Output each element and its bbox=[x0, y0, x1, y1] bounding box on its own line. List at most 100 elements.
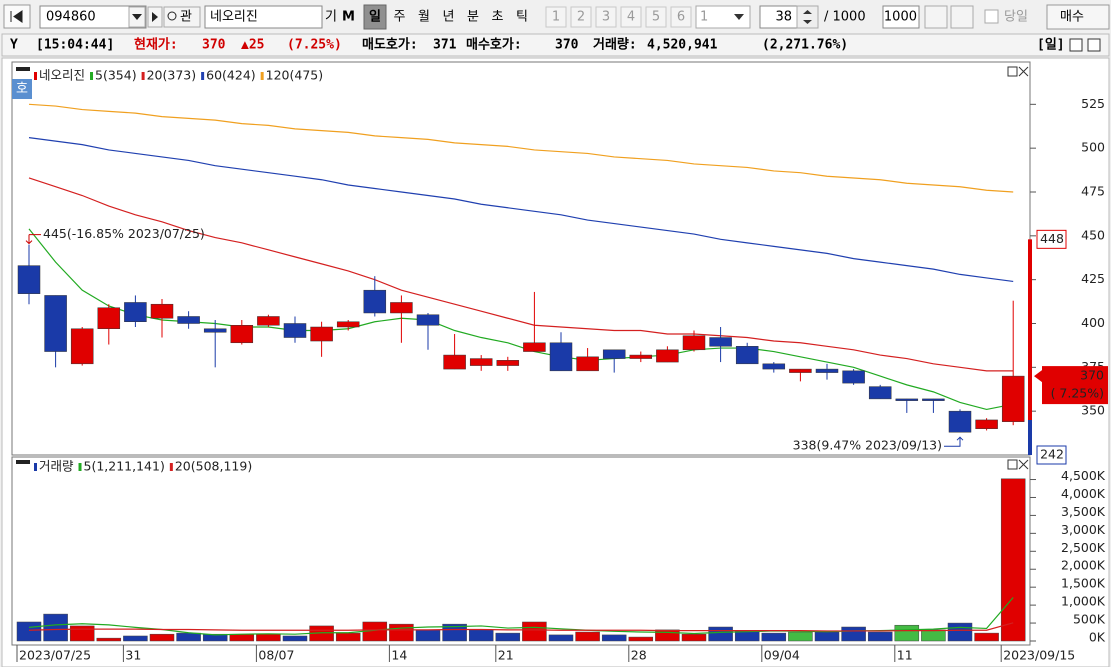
slot-label: 6 bbox=[677, 10, 685, 25]
upper-limit: 448 bbox=[1040, 231, 1064, 246]
slot-button[interactable] bbox=[545, 6, 567, 28]
y-tick-label: 4,500K bbox=[1061, 468, 1106, 483]
code-input[interactable] bbox=[39, 5, 147, 29]
x-tick-label: 09/04 bbox=[764, 648, 800, 663]
badge-text: 호 bbox=[16, 82, 28, 97]
dropdown-icon bbox=[734, 14, 744, 20]
checkbox[interactable] bbox=[984, 9, 999, 24]
volume-bar bbox=[176, 632, 201, 642]
candle-body bbox=[496, 360, 520, 366]
y-tick-label: 350 bbox=[1081, 403, 1105, 418]
candle-body bbox=[682, 335, 706, 351]
bid: 370 bbox=[555, 38, 579, 53]
slot-button[interactable] bbox=[620, 6, 642, 28]
candle-body bbox=[549, 342, 573, 372]
candle-body bbox=[150, 303, 174, 319]
last-change: ( 7.25%) bbox=[1051, 386, 1104, 401]
legend-marker bbox=[34, 463, 37, 471]
slot-button[interactable] bbox=[570, 6, 592, 28]
candle-body bbox=[815, 368, 839, 373]
pane-handle bbox=[16, 67, 30, 71]
change-pct: (7.25%) bbox=[287, 38, 342, 53]
y-tick-label: 2,500K bbox=[1061, 540, 1106, 555]
dropdown-icon bbox=[132, 14, 142, 20]
volume: 4,520,941 bbox=[647, 38, 718, 53]
period-button[interactable]: 월 bbox=[418, 10, 430, 25]
volume-average bbox=[28, 622, 1014, 632]
today-label: 당일 bbox=[1004, 10, 1028, 25]
buy-label: 매수 bbox=[1060, 10, 1084, 25]
total-input-text: 1000 bbox=[884, 10, 917, 25]
y-tick-label: 1,000K bbox=[1061, 594, 1106, 609]
ask: 371 bbox=[433, 38, 457, 53]
volume-bar bbox=[628, 636, 654, 642]
slot-button[interactable] bbox=[670, 6, 692, 28]
slot-button[interactable] bbox=[595, 6, 617, 28]
candle-body bbox=[416, 314, 440, 326]
minimize[interactable] bbox=[1069, 38, 1083, 52]
toolbar-button[interactable]: M bbox=[342, 10, 355, 25]
limit-bar bbox=[1028, 239, 1032, 420]
volume-bar bbox=[442, 623, 467, 642]
last-pointer bbox=[1034, 370, 1042, 383]
volume-bar bbox=[974, 632, 999, 642]
candle-body bbox=[656, 349, 679, 363]
volume-plot bbox=[16, 478, 1026, 642]
volume-bar bbox=[548, 634, 574, 642]
y-tick-label: 500 bbox=[1081, 140, 1105, 155]
volume-bar bbox=[415, 629, 441, 642]
legend-marker bbox=[141, 72, 145, 80]
change: ▲25 bbox=[241, 38, 264, 53]
period-button[interactable]: 일 bbox=[369, 10, 381, 25]
total-input[interactable] bbox=[882, 5, 920, 29]
candle-body bbox=[948, 410, 972, 433]
candle-body bbox=[177, 316, 200, 324]
tool-button[interactable] bbox=[950, 5, 974, 29]
volume-bar bbox=[1000, 478, 1026, 642]
legend-marker bbox=[201, 72, 205, 80]
y-tick-label: 500K bbox=[1073, 612, 1106, 627]
spin[interactable] bbox=[796, 5, 819, 29]
volume-bar bbox=[867, 631, 893, 642]
close[interactable] bbox=[1087, 38, 1101, 52]
period-button[interactable]: 틱 bbox=[516, 10, 528, 25]
tool-button[interactable] bbox=[924, 5, 948, 29]
period-button[interactable]: 년 bbox=[443, 10, 455, 25]
volume-bar bbox=[522, 621, 547, 642]
slot-button[interactable] bbox=[645, 6, 667, 28]
period-button[interactable]: 초 bbox=[492, 10, 504, 25]
price-pane bbox=[11, 61, 1031, 456]
y-tick-label: 450 bbox=[1081, 227, 1105, 242]
volume-bar bbox=[761, 632, 787, 642]
period-button[interactable]: 분 bbox=[467, 10, 479, 25]
candle-body bbox=[44, 295, 67, 352]
candle-body bbox=[789, 368, 812, 373]
candle-body bbox=[602, 349, 626, 359]
volume-bar bbox=[947, 622, 973, 642]
code-text: 094860 bbox=[46, 10, 96, 25]
price-label: 현재가: bbox=[134, 37, 178, 53]
toolbar-button[interactable]: 기 bbox=[325, 10, 337, 25]
slot-select[interactable] bbox=[695, 5, 751, 29]
buy-button[interactable] bbox=[1046, 4, 1110, 30]
pane-icons[interactable] bbox=[1007, 459, 1029, 470]
volume-bar bbox=[96, 637, 122, 642]
y-tick-label: 2,000K bbox=[1061, 558, 1106, 573]
count-text: 38 bbox=[775, 10, 792, 25]
candle-body bbox=[922, 398, 945, 401]
pane-icons[interactable] bbox=[1007, 66, 1029, 77]
badge bbox=[12, 79, 32, 99]
last-price: 370 bbox=[1080, 368, 1104, 383]
candle-body bbox=[443, 354, 466, 370]
moving-average bbox=[28, 177, 1014, 372]
candle-body bbox=[842, 370, 865, 384]
annotation-arrow bbox=[25, 234, 41, 245]
volume-bar bbox=[894, 624, 920, 642]
volume-bar bbox=[468, 629, 494, 642]
name-input[interactable] bbox=[204, 5, 323, 29]
period-button[interactable]: 주 bbox=[394, 10, 406, 25]
x-tick-label: 11 bbox=[897, 648, 913, 663]
candle-body bbox=[257, 316, 280, 326]
moving-average bbox=[28, 137, 1014, 283]
